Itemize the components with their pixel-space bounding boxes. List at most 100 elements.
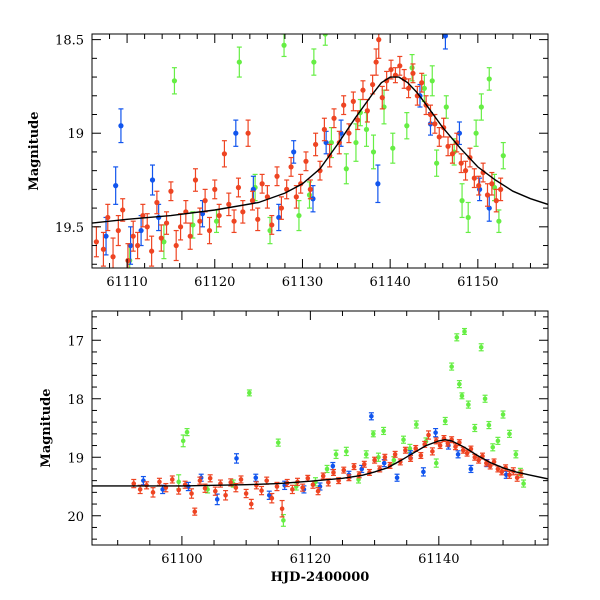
top-green-point <box>343 153 349 185</box>
bottom-red-point <box>217 479 223 488</box>
top-green-point <box>390 132 396 164</box>
top-red-point <box>173 229 179 262</box>
bottom-red-point <box>305 474 311 482</box>
bottom-green-point <box>275 438 281 447</box>
data-point <box>331 470 336 475</box>
bottom-red-point <box>289 484 295 495</box>
data-point <box>465 214 471 221</box>
top-red-point <box>130 220 136 252</box>
bottom-red-point <box>426 430 432 440</box>
bottom-green-point <box>433 458 439 468</box>
top-blue-point <box>310 185 316 213</box>
data-point <box>466 402 471 407</box>
data-point <box>346 130 352 136</box>
data-point <box>433 430 438 435</box>
top-red-point <box>149 235 155 267</box>
data-point <box>296 212 302 219</box>
data-point <box>472 454 478 460</box>
top-green-point <box>281 34 287 58</box>
bottom-green-point <box>495 436 501 445</box>
data-point <box>238 477 244 482</box>
data-point <box>248 501 254 507</box>
data-point <box>331 115 337 121</box>
data-point <box>118 123 124 129</box>
bottom-tick-labels: 61100 61120 61140 17 18 19 20 <box>67 334 459 567</box>
top-green-point <box>236 46 242 78</box>
x-tick-label: 61100 <box>161 552 202 567</box>
data-point <box>313 141 319 148</box>
data-point <box>459 393 465 399</box>
top-red-point <box>168 181 174 202</box>
data-point <box>197 218 203 224</box>
bottom-red-point <box>499 468 505 476</box>
bottom-red-point <box>506 470 512 479</box>
bottom-red-point <box>320 472 326 480</box>
bottom-red-point <box>341 466 347 474</box>
data-point <box>355 117 361 123</box>
data-point <box>388 66 394 73</box>
top-blue-point <box>149 164 156 196</box>
data-point <box>460 447 466 453</box>
bottom-blue-point <box>433 427 439 438</box>
data-point <box>407 446 413 451</box>
top-plot-frame <box>91 33 549 269</box>
data-point <box>471 175 477 181</box>
data-point <box>243 491 249 496</box>
data-point <box>231 218 237 224</box>
data-point <box>449 364 454 369</box>
data-point <box>140 212 146 219</box>
top-red-point <box>110 237 116 268</box>
data-point <box>171 78 178 84</box>
bottom-blue-point <box>368 412 374 421</box>
data-point <box>486 422 492 428</box>
data-point <box>404 123 410 129</box>
top-red-point <box>397 55 403 76</box>
top-red-point <box>177 213 184 241</box>
data-point <box>453 444 458 450</box>
top-red-point <box>489 171 495 196</box>
top-green-point <box>306 181 313 209</box>
top-red-point <box>293 185 299 209</box>
data-point <box>495 466 501 472</box>
top-green-point <box>296 200 302 232</box>
bottom-red-point <box>243 488 249 499</box>
bottom-red-point <box>330 468 336 476</box>
data-point <box>372 457 377 463</box>
y-tick-label: 18 <box>67 393 84 408</box>
x-tick-label: 61120 <box>194 275 235 290</box>
bottom-green-point <box>370 430 376 438</box>
data-point <box>221 151 228 157</box>
data-point <box>189 491 194 496</box>
data-point <box>228 480 234 485</box>
y-tick-label: 18.5 <box>55 34 84 49</box>
data-point <box>473 130 479 136</box>
data-point <box>310 482 316 488</box>
bottom-blue-point <box>455 450 461 459</box>
top-blue-point <box>113 166 119 205</box>
top-red-point <box>498 177 504 202</box>
data-point <box>177 224 184 230</box>
data-point <box>484 192 491 198</box>
data-point <box>149 248 155 254</box>
data-point <box>197 478 203 483</box>
data-point <box>158 235 164 241</box>
bottom-blue-point <box>140 475 146 486</box>
data-point <box>482 396 488 402</box>
top-red-point <box>484 183 491 207</box>
bottom-blue-point <box>330 461 336 471</box>
data-point <box>478 344 484 350</box>
x-tick-label: 61130 <box>282 275 323 290</box>
top-red-point <box>105 203 111 232</box>
data-point <box>498 186 504 192</box>
y-tick-label: 19 <box>67 127 84 142</box>
bottom-series-red <box>131 430 524 518</box>
top-red-point <box>370 74 376 95</box>
bottom-red-point <box>264 476 270 485</box>
top-green-point <box>486 67 492 91</box>
bottom-red-point <box>351 463 357 471</box>
data-point <box>414 422 419 427</box>
bottom-red-point <box>310 480 316 489</box>
top-red-point <box>226 192 232 217</box>
top-red-point <box>284 179 290 200</box>
bottom-green-point <box>442 416 448 426</box>
